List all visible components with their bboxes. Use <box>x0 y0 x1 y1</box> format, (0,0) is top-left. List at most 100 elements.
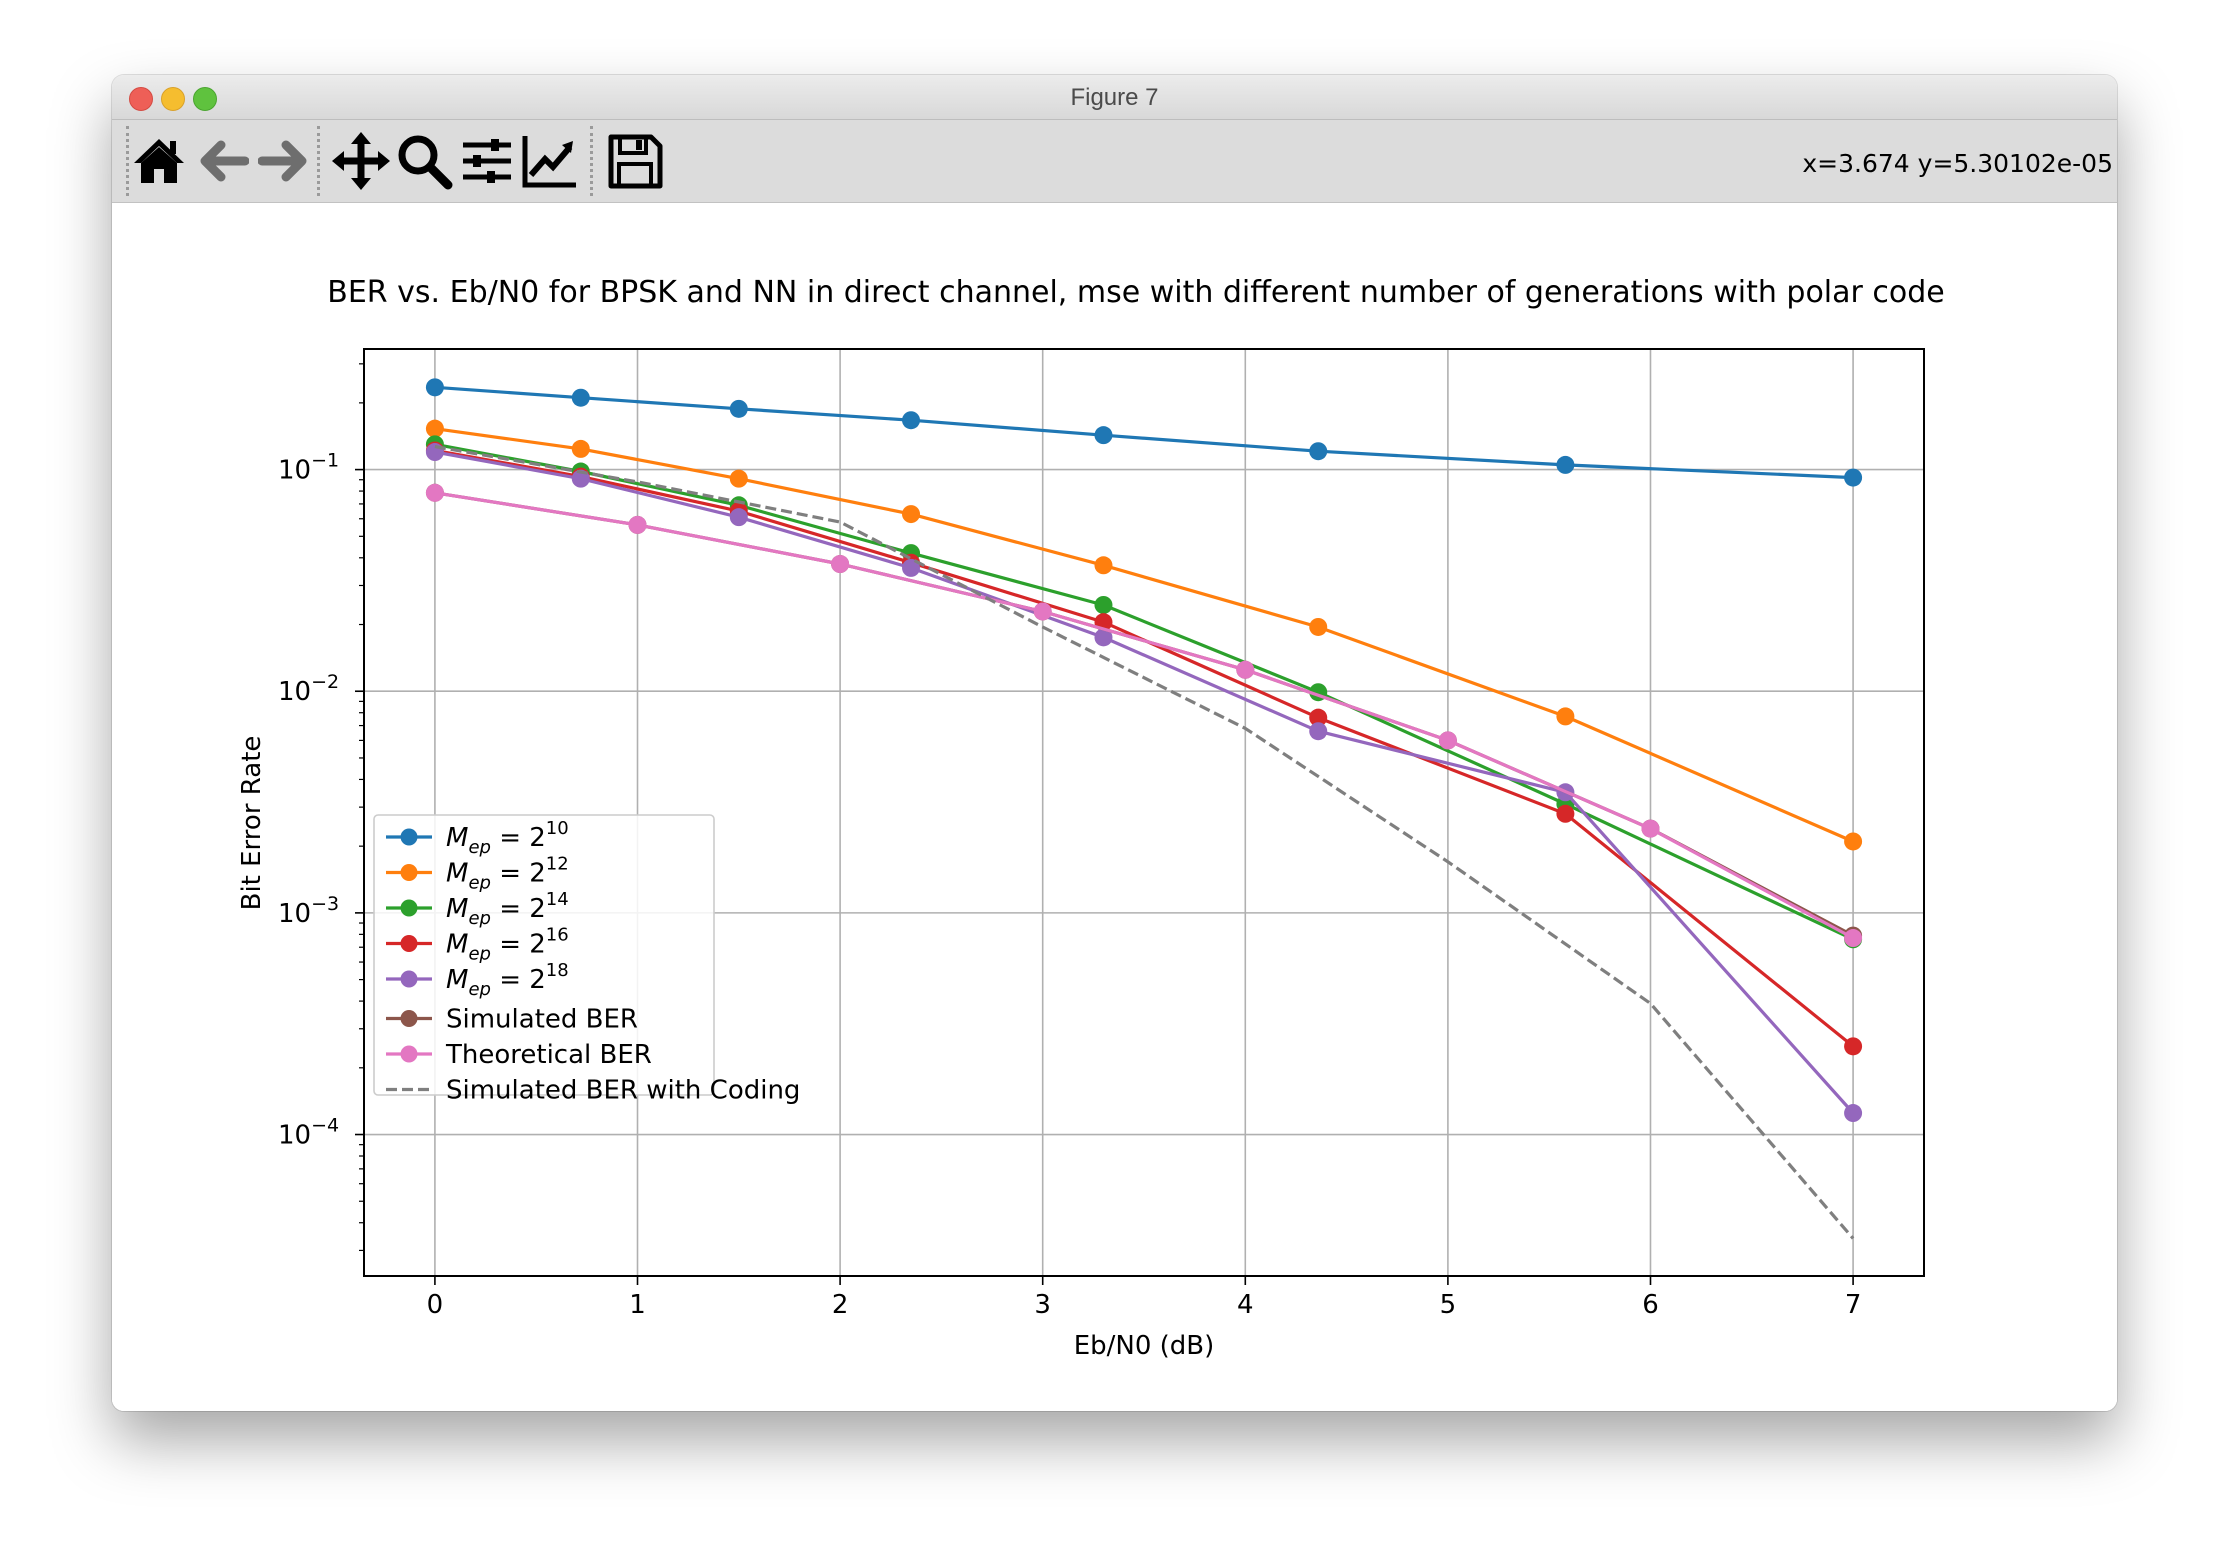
series-line-2 <box>434 442 1854 941</box>
legend-label-0: Mep = 210 <box>446 818 569 858</box>
data-point <box>1844 1104 1863 1123</box>
save-icon <box>608 134 663 189</box>
data-point <box>729 508 748 527</box>
data-point <box>571 388 590 407</box>
toolbar-separator <box>590 126 593 196</box>
data-point <box>1556 804 1575 823</box>
data-point <box>425 378 444 397</box>
series-line-0 <box>434 385 1854 480</box>
ber-chart: 0 1 2 3 4 5 6 7 10−1 10−2 10−3 10−4 BER vs. Eb/N0 f… <box>112 203 2117 1411</box>
home-button[interactable] <box>128 130 190 192</box>
series-line-1 <box>434 427 1854 843</box>
x-tick-label: 4 <box>1237 1290 1254 1320</box>
chart-title: BER vs. Eb/N0 for BPSK and NN in direct … <box>327 275 1945 310</box>
legend-marker-1 <box>400 864 418 881</box>
subplots-icon <box>463 139 511 183</box>
data-point <box>729 469 748 488</box>
data-point <box>1094 595 1113 614</box>
plot-area-frame <box>363 348 1925 1277</box>
zoom-icon <box>398 135 453 190</box>
legend-marker-3 <box>400 935 418 952</box>
x-tick-label: 0 <box>427 1290 444 1320</box>
edit-curves-button[interactable] <box>519 130 581 192</box>
figure-window: Figure 7 <box>112 75 2117 1411</box>
y-axis-label: Bit Error Rate <box>237 736 267 911</box>
legend-marker-0 <box>400 828 418 846</box>
subplots-button[interactable] <box>456 130 518 192</box>
legend-label-4: Mep = 218 <box>446 960 569 1000</box>
legend-label-7: Simulated BER with Coding <box>446 1076 800 1106</box>
data-point <box>1438 731 1457 750</box>
data-point <box>1033 602 1052 621</box>
minimize-window-button[interactable] <box>161 87 185 111</box>
data-point <box>1094 556 1113 575</box>
forward-arrow-icon <box>258 140 307 182</box>
data-point <box>425 419 444 438</box>
x-axis-label: Eb/N0 (dB) <box>1074 1331 1215 1361</box>
data-point <box>425 443 444 462</box>
data-point <box>1844 468 1863 487</box>
legend-marker-6 <box>400 1045 418 1063</box>
navigation-toolbar: x=3.674 y=5.30102e-05 <box>112 120 2117 203</box>
data-point <box>628 515 647 534</box>
x-tick-label: 1 <box>629 1290 646 1320</box>
title-bar: Figure 7 <box>112 75 2117 120</box>
data-point <box>1641 819 1660 838</box>
data-point <box>1236 660 1255 679</box>
back-button[interactable] <box>191 130 253 192</box>
legend-marker-5 <box>400 1010 418 1027</box>
maximize-window-button[interactable] <box>193 87 217 111</box>
toolbar-separator <box>317 126 320 196</box>
series-line-7 <box>434 445 1855 1240</box>
data-point <box>902 411 921 430</box>
x-tick-label: 5 <box>1440 1290 1457 1320</box>
data-point <box>1556 455 1575 474</box>
legend-label-2: Mep = 214 <box>446 889 569 929</box>
data-point <box>1309 442 1328 461</box>
edit-curves-icon <box>522 136 576 188</box>
x-tick-label: 6 <box>1642 1290 1659 1320</box>
data-point <box>1844 929 1863 948</box>
x-tick-label: 3 <box>1034 1290 1051 1320</box>
legend-marker-2 <box>400 899 418 917</box>
data-point <box>1094 426 1113 445</box>
forward-button[interactable] <box>254 130 316 192</box>
back-arrow-icon <box>200 140 249 182</box>
home-icon <box>134 139 184 183</box>
y-tick-label: 10−4 <box>278 1115 339 1151</box>
series-line-3 <box>434 448 1855 1048</box>
data-point <box>831 555 850 574</box>
pan-button[interactable] <box>330 130 392 192</box>
legend-marker-4 <box>400 970 418 988</box>
data-point <box>425 483 444 502</box>
save-button[interactable] <box>604 130 666 192</box>
toolbar-grip <box>126 126 129 196</box>
data-point <box>1094 628 1113 647</box>
figure-canvas: 0 1 2 3 4 5 6 7 10−1 10−2 10−3 10−4 BER vs. Eb/N0 f… <box>112 203 2117 1411</box>
data-point <box>1309 708 1328 727</box>
legend-label-6: Theoretical BER <box>445 1040 652 1070</box>
data-point <box>729 399 748 418</box>
legend-label-1: Mep = 212 <box>446 854 569 894</box>
series-line-6 <box>434 491 1854 940</box>
y-tick-label: 10−3 <box>278 893 339 929</box>
data-point <box>571 439 590 458</box>
data-point <box>1844 832 1863 851</box>
zoom-button[interactable] <box>393 130 455 192</box>
data-point <box>902 558 921 577</box>
pan-icon <box>332 132 390 190</box>
data-point <box>1309 722 1328 741</box>
window-title: Figure 7 <box>1070 84 1159 111</box>
data-point <box>1309 617 1328 636</box>
x-tick-label: 7 <box>1845 1290 1862 1320</box>
data-point <box>1556 707 1575 726</box>
close-window-button[interactable] <box>129 87 153 111</box>
legend-box <box>373 814 715 1096</box>
cursor-coordinates: x=3.674 y=5.30102e-05 <box>1802 149 2113 178</box>
y-tick-label: 10−1 <box>278 450 339 486</box>
legend-label-5: Simulated BER <box>446 1005 638 1035</box>
data-point <box>902 505 921 524</box>
x-tick-label: 2 <box>832 1290 849 1320</box>
legend-label-3: Mep = 216 <box>446 925 569 965</box>
